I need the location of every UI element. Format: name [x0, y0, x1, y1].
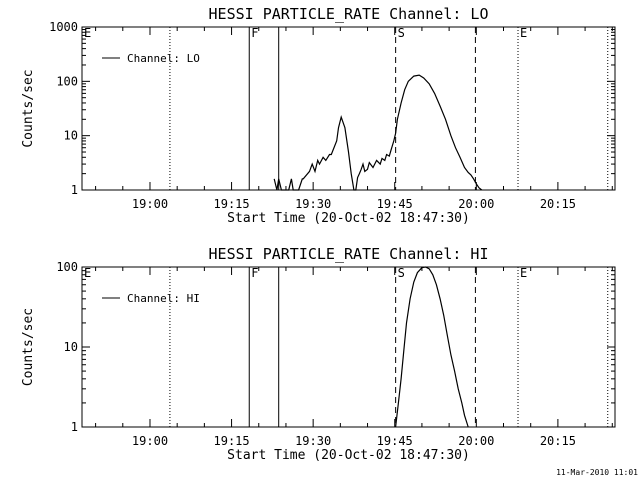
time-marker-label: E: [520, 266, 527, 280]
x-tick-label: 19:00: [132, 197, 168, 211]
time-marker-label: S: [398, 26, 405, 40]
chart-title: HESSI PARTICLE_RATE Channel: LO: [209, 5, 489, 23]
plot-frame: [81, 266, 616, 428]
time-marker-label: E: [84, 26, 91, 40]
y-tick-label: 1: [71, 420, 78, 434]
y-axis-label: Counts/sec: [21, 308, 36, 386]
series-line: [395, 266, 469, 428]
time-marker-label: E: [84, 266, 91, 280]
legend-label: Channel: HI: [127, 292, 200, 305]
plot-frame: [81, 26, 616, 191]
series-line: [273, 74, 483, 191]
x-tick-label: 20:00: [458, 197, 494, 211]
y-tick-label: 10: [64, 129, 78, 143]
chart-panel-lo: HESSI PARTICLE_RATE Channel: LO Counts/se…: [21, 5, 616, 226]
y-tick-label: 10: [64, 340, 78, 354]
y-axis-label: Counts/sec: [21, 69, 36, 147]
x-tick-label: 20:15: [540, 434, 576, 448]
chart-panel-hi: HESSI PARTICLE_RATE Channel: HI Counts/se…: [21, 245, 616, 463]
y-tick-label: 100: [56, 260, 78, 274]
x-tick-label: 20:00: [458, 434, 494, 448]
time-marker-label: F: [251, 266, 258, 280]
x-tick-label: 19:00: [132, 434, 168, 448]
x-tick-label: 19:15: [214, 197, 250, 211]
x-tick-label: 19:45: [377, 197, 413, 211]
y-tick-label: 1: [71, 183, 78, 197]
legend-label: Channel: LO: [127, 52, 200, 65]
time-marker-label: S: [398, 266, 405, 280]
time-marker-label: F: [251, 26, 258, 40]
plot-timestamp: 11-Mar-2010 11:01: [556, 468, 638, 477]
x-tick-label: 19:15: [214, 434, 250, 448]
x-tick-label: 20:15: [540, 197, 576, 211]
x-tick-label: 19:45: [377, 434, 413, 448]
x-tick-label: 19:30: [295, 434, 331, 448]
time-marker-label: E: [520, 26, 527, 40]
x-tick-label: 19:30: [295, 197, 331, 211]
x-axis-label: Start Time (20-Oct-02 18:47:30): [227, 448, 470, 463]
y-tick-label: 1000: [49, 20, 78, 34]
y-tick-label: 100: [56, 74, 78, 88]
chart-title: HESSI PARTICLE_RATE Channel: HI: [209, 245, 489, 263]
x-axis-label: Start Time (20-Oct-02 18:47:30): [227, 211, 470, 226]
